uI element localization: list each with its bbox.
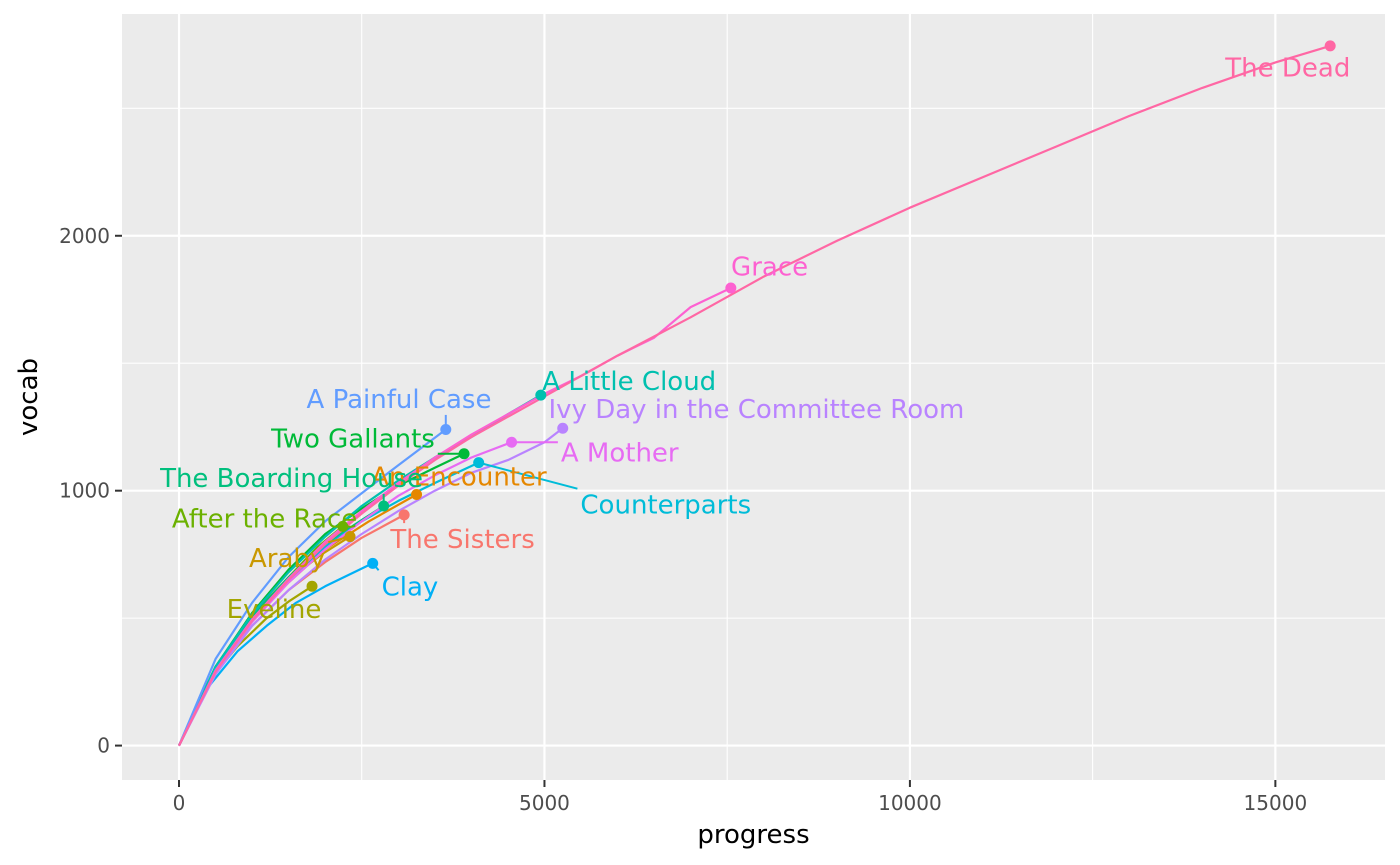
major-gridlines [122,14,1385,780]
y-axis-title: vocab [14,358,44,436]
series-label-a-painful-case: A Painful Case [307,385,492,415]
end-point-two-gallants [458,448,470,460]
x-tick-label: 15000 [1244,791,1308,815]
series-label-two-gallants: Two Gallants [270,424,435,454]
series-label-ivy-day-in-the-committee-room: Ivy Day in the Committee Room [549,395,965,425]
series-label-a-mother: A Mother [561,438,679,468]
end-point-the-boarding-house [378,500,390,512]
y-tick-label: 0 [97,734,110,758]
x-axis-title: progress [697,820,809,850]
x-tick-label: 10000 [878,791,942,815]
end-point-the-sisters [398,509,410,521]
series-label-grace: Grace [731,252,808,282]
series-labels: The Sisters An Encounter Araby Eveline After… [159,54,1350,626]
y-axis-tick-labels: 0 1000 2000 [59,224,110,758]
series-label-counterparts: Counterparts [580,491,751,521]
series-label-an-encounter: An Encounter [371,463,547,493]
leader-line-counterparts [478,461,578,490]
series-label-the-boarding-house: The Boarding House [159,464,423,494]
series-end-points [306,40,1336,592]
end-point-ivy-day-in-the-committee-room [557,422,569,434]
series-label-a-little-cloud: A Little Cloud [542,367,716,397]
end-point-grace [725,282,737,294]
y-tick-label: 1000 [59,479,110,503]
minor-gridlines [122,14,1385,780]
series-label-araby: Araby [249,544,325,574]
axis-ticks [115,234,1277,787]
series-label-eveline: Eveline [227,595,322,625]
x-tick-label: 5000 [519,791,570,815]
end-point-a-little-cloud [535,389,547,401]
end-point-eveline [306,580,318,592]
series-line-ivy-day-in-the-committee-room [178,427,564,747]
series-line-a-painful-case [177,428,447,747]
end-point-after-the-race [337,520,349,532]
end-point-the-dead [1324,40,1336,52]
end-point-a-painful-case [440,424,452,436]
series-label-after-the-race: After the Race [172,505,357,535]
series-label-clay: Clay [382,572,439,602]
end-point-clay [367,557,379,569]
series-label-the-dead: The Dead [1224,54,1350,84]
series-line-the-dead [178,44,1331,747]
x-tick-label: 0 [173,791,186,815]
series-lines [177,44,1331,747]
end-point-counterparts [473,457,485,469]
end-point-araby [344,531,356,543]
end-point-an-encounter [411,489,423,501]
y-tick-label: 2000 [59,224,110,248]
end-point-a-mother [506,436,518,448]
plot-panel [122,14,1385,780]
series-label-the-sisters: The Sisters [389,525,534,555]
x-axis-tick-labels: 0 5000 10000 15000 [173,791,1308,815]
